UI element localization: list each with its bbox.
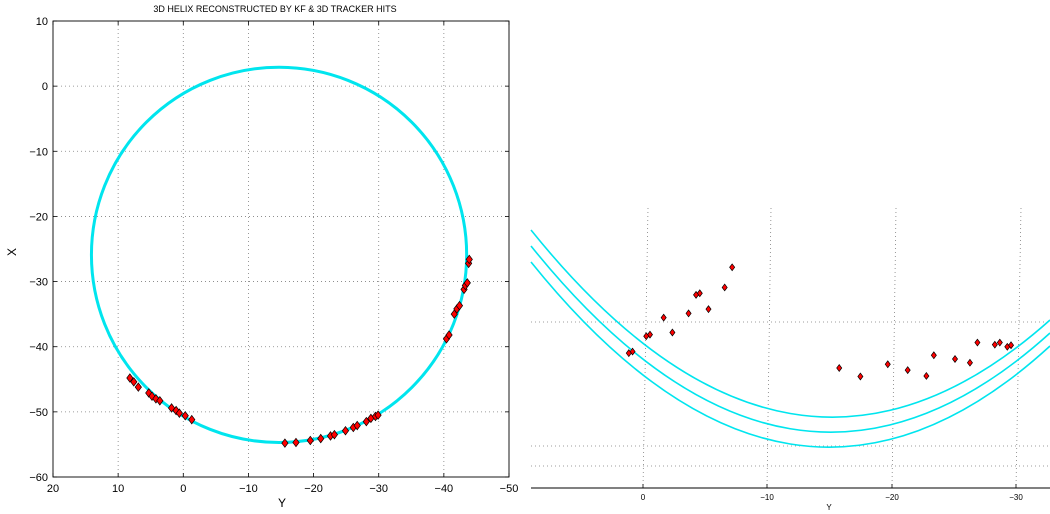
x-tick-label: 20 <box>47 483 59 495</box>
tracker-hit-marker <box>175 408 183 418</box>
y-tick-label: −10 <box>29 146 48 158</box>
helix-arc <box>530 245 1050 433</box>
x-axis-label: Y <box>826 503 832 512</box>
tracker-hit-marker <box>705 305 712 314</box>
tracker-hit-marker <box>317 433 325 444</box>
tracker-hit-marker <box>445 330 453 340</box>
tracker-hit-marker <box>455 300 464 311</box>
tracker-hit-marker <box>353 420 361 431</box>
tracker-hit-marker <box>991 340 998 349</box>
x-tick-label: −10 <box>239 483 258 495</box>
x-tick-label: 0 <box>641 493 646 502</box>
tracker-hit-marker <box>181 410 189 421</box>
x-tick-label: −40 <box>435 483 454 495</box>
x-tick-label: −30 <box>1009 493 1023 502</box>
tracker-hit-marker <box>156 395 164 406</box>
tracker-hit-marker <box>952 355 958 363</box>
x-tick-label: 0 <box>180 483 186 495</box>
tracker-hit-marker <box>966 358 973 367</box>
tracker-hit-marker <box>362 416 370 427</box>
tracker-hit-marker <box>130 377 138 387</box>
tracker-hit-marker <box>904 366 911 375</box>
x-tick-label: −10 <box>760 493 774 502</box>
tracker-hit-marker <box>685 309 692 318</box>
tracker-hit-marker <box>1008 341 1015 350</box>
tracker-hit-marker <box>857 372 864 381</box>
y-tick-label: −50 <box>29 407 48 419</box>
tracker-hit-marker <box>134 382 142 392</box>
tracker-hit-marker <box>729 263 736 272</box>
tracker-hit-marker <box>693 290 700 299</box>
tracker-hit-marker <box>188 414 196 425</box>
tracker-hit-marker <box>292 437 300 448</box>
helix-arc <box>530 229 1050 418</box>
tracker-hit-marker <box>836 364 843 372</box>
tracker-hit-marker <box>306 435 314 446</box>
tracker-hit-marker <box>996 338 1003 347</box>
tracker-hit-marker <box>643 332 650 341</box>
y-tick-label: −20 <box>29 211 48 223</box>
tracker-hit-marker <box>463 278 471 288</box>
tracker-hit-marker <box>374 410 382 420</box>
helix-xy-chart: 20 10 0 −10 −20 −30 −40 −50 10 0 −10 −20 −30 −40 −50 −6… <box>5 4 519 510</box>
tracker-hit-marker <box>341 425 350 436</box>
grid-line-x <box>1015 207 1022 489</box>
x-tick-label: −30 <box>369 483 388 495</box>
tracker-hit-marker <box>660 313 667 322</box>
x-axis-label: Y <box>278 496 286 510</box>
tracker-hit-marker <box>465 254 473 265</box>
grid-line-x <box>766 207 772 489</box>
tracker-hit-marker <box>974 338 981 347</box>
tracker-hit-marker <box>669 328 676 337</box>
plot-frame <box>52 20 510 478</box>
tracker-hit-marker <box>884 360 891 369</box>
x-tick-label: −50 <box>500 483 519 495</box>
tracker-hit-marker <box>923 371 930 380</box>
tracker-hit-marker <box>930 351 937 360</box>
y-tick-label: 10 <box>36 16 48 28</box>
tracker-hit-marker <box>330 429 339 440</box>
chart-title: 3D HELIX RECONSTRUCTED BY KF & 3D TRACKE… <box>153 4 396 14</box>
helix-arc <box>530 261 1050 448</box>
x-tick-label: −20 <box>304 483 323 495</box>
x-tick-label: 10 <box>112 483 124 495</box>
y-tick-label: −60 <box>29 472 48 484</box>
x-tick-label: −20 <box>885 493 899 502</box>
tracker-hit-marker <box>126 373 134 383</box>
tracker-hit-marker <box>721 283 728 292</box>
y-axis-label: X <box>5 248 19 256</box>
y-tick-label: 0 <box>42 81 48 93</box>
helix-circle <box>89 65 469 444</box>
tracker-hit-marker <box>625 349 632 358</box>
grid-line-x <box>642 207 649 489</box>
grid-line-x <box>891 207 897 489</box>
y-tick-label: −30 <box>29 277 48 289</box>
tracker-hit-marker <box>281 438 289 448</box>
y-tick-label: −40 <box>29 342 48 354</box>
